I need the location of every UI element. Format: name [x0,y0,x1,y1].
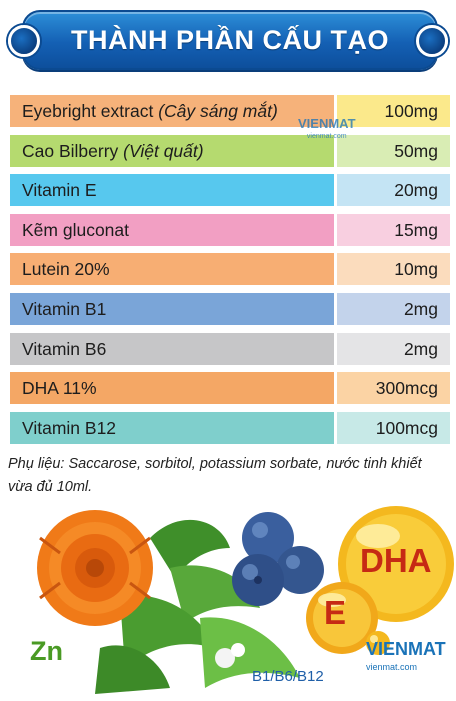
ingredient-row: Vitamin B1 2mg [10,292,450,325]
ingredient-name: Vitamin B1 [22,298,107,319]
ingredient-name-cell: Kẽm gluconat [10,213,334,246]
ingredient-name-cell: Vitamin B1 [10,292,334,325]
zinc-label: Zn [30,636,63,666]
ingredient-name: Eyebright extract [22,101,154,121]
excipients-note: Phụ liệu: Saccarose, sorbitol, potassium… [8,456,422,495]
ingredient-name-cell: Lutein 20% [10,253,334,286]
ingredient-amount: 100mg [337,95,450,127]
banner-knob-right [416,25,448,57]
ingredient-name-cell: DHA 11% [10,372,334,405]
watermark-site: vienmat.com [306,133,347,140]
vitamin-e-capsule-icon [306,582,378,654]
ingredient-name: Vitamin E [22,180,97,201]
header: THÀNH PHẦN CẤU TẠO [8,6,448,70]
ingredient-name: Vitamin B6 [22,338,107,359]
vitamin-b-label: B1/B6/B12 [252,668,324,685]
ingredient-amount: 300mcg [337,372,450,405]
ingredient-row: DHA 11% 300mcg [10,372,450,405]
herb-leaves-icon [95,519,300,694]
ingredient-name-cell: Cao Bilberry (Việt quất) [10,134,334,167]
ingredient-row: Eyebright extract (Cây sáng mắt) 100mg [10,95,450,127]
ingredient-row: Kẽm gluconat 15mg [10,213,450,246]
ingredient-name: DHA 11% [22,378,97,399]
ingredient-amount: 20mg [337,174,450,207]
ingredients-illustration: Zn B1/B6/B12 DHA E VIENMAT vienmat.com [0,498,456,696]
ingredient-name: Kẽm gluconat [22,219,130,240]
marigold-flower-icon [37,510,153,626]
brand-logo: VIENMAT vienmat.com [366,640,446,676]
ingredient-table: Eyebright extract (Cây sáng mắt) 100mg Cao… [10,95,450,451]
ingredient-amount: 2mg [337,292,450,325]
illustration-graphic [37,506,454,694]
ingredient-name: Cao Bilberry [22,140,119,161]
dha-label: DHA [360,542,432,579]
ingredient-note: (Việt quất) [123,140,204,161]
page-title: THÀNH PHẦN CẤU TẠO [71,25,389,55]
ingredient-name-cell: Vitamin B12 [10,411,334,444]
ingredient-row: Cao Bilberry (Việt quất) 50mg [10,134,450,167]
ingredient-row: Lutein 20% 10mg [10,253,450,286]
ingredient-name: Vitamin B12 [22,417,117,438]
blueberries-icon [232,512,324,606]
ingredient-name: Lutein 20% [22,259,110,280]
brand-site: vienmat.com [366,662,418,672]
title-banner: THÀNH PHẦN CẤU TẠO [22,10,438,70]
small-capsule-icon [366,631,390,655]
dha-capsule-icon [338,506,454,622]
banner-knob-left [8,25,40,57]
ingredient-name-cell: Vitamin E [10,174,334,207]
ingredient-row: Vitamin B12 100mcg [10,411,450,444]
ingredient-row: Vitamin B6 2mg [10,332,450,365]
ingredient-amount: 100mcg [337,411,450,444]
ingredient-row: Vitamin E 20mg [10,174,450,207]
watermark-logo: VIENMAT vienmat.com [298,117,356,143]
watermark-brand: VIENMAT [298,116,356,131]
ingredient-amount: 50mg [337,134,450,167]
ingredient-amount: 15mg [337,213,450,246]
ingredient-amount: 10mg [337,253,450,286]
vitamin-e-label: E [324,594,347,631]
ingredient-name-cell: Vitamin B6 [10,332,334,365]
brand-name: VIENMAT [366,639,446,659]
ingredient-note: (Cây sáng mắt) [158,101,278,121]
ingredient-name-cell: Eyebright extract (Cây sáng mắt) [10,95,334,127]
ingredient-amount: 2mg [337,332,450,365]
